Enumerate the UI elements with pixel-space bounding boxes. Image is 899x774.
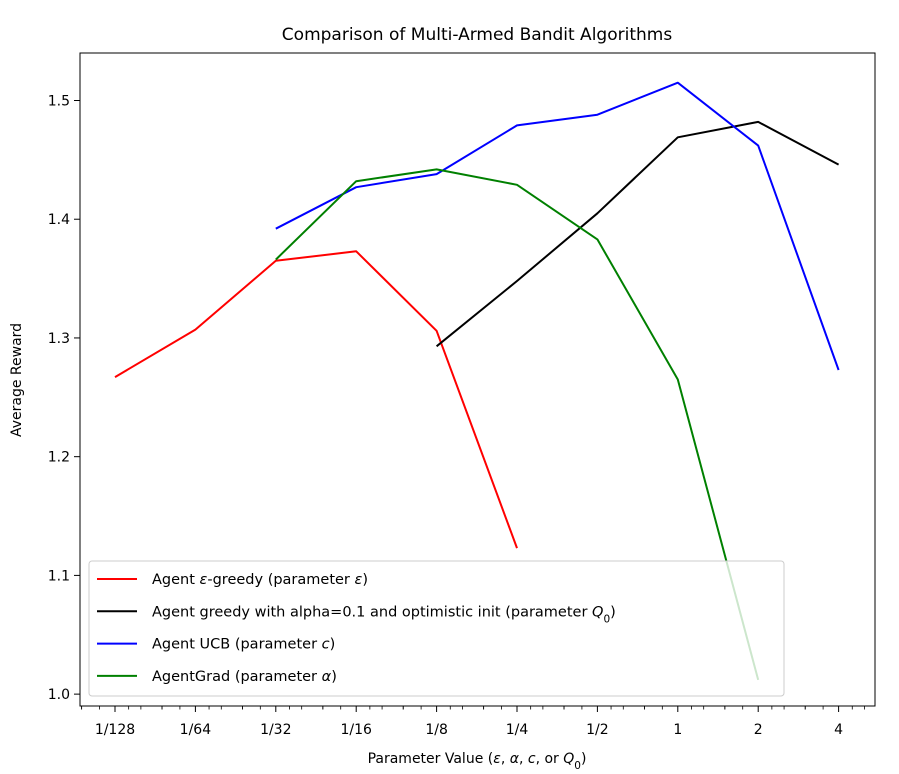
- x-tick-label: 1/32: [260, 722, 291, 738]
- chart-title: Comparison of Multi-Armed Bandit Algorit…: [282, 25, 673, 45]
- subscript: 0: [603, 613, 610, 625]
- y-tick-label: 1.0: [48, 687, 70, 703]
- text-part: Agent: [152, 572, 200, 588]
- text-part: AgentGrad (parameter: [152, 669, 322, 685]
- text-part: ε: [200, 572, 208, 588]
- text-part: ): [362, 572, 368, 588]
- x-tick-label: 1/16: [340, 722, 372, 738]
- text-part: ,: [501, 751, 510, 767]
- text-part: Q: [563, 751, 574, 767]
- text-part: c: [528, 751, 536, 767]
- x-tick-label: 1/128: [95, 722, 135, 738]
- x-axis: 1/128 1/64 1/32 1/16 1/8 1/4 1/2 1 2 4: [81, 706, 865, 738]
- x-tick-label: 1/8: [425, 722, 448, 738]
- x-tick-label: 1/64: [180, 722, 212, 738]
- y-tick-label: 1.2: [48, 450, 70, 466]
- subscript: 0: [574, 760, 581, 772]
- y-tick-label: 1.1: [48, 568, 70, 584]
- x-tick-label: 1/4: [506, 722, 529, 738]
- legend-label: Agent greedy with alpha=0.1 and optimist…: [152, 604, 616, 625]
- plot-frame: [79, 52, 876, 707]
- text-part: Q: [592, 604, 603, 620]
- text-part: , or: [536, 751, 564, 767]
- series-line-3: [275, 168, 760, 681]
- text-part: Parameter Value (: [368, 751, 494, 767]
- x-tick-label: 1/2: [586, 722, 609, 738]
- y-tick-label: 1.3: [48, 331, 70, 347]
- text-part: Agent UCB (parameter: [152, 637, 322, 653]
- text-part: ): [331, 669, 337, 685]
- legend-label: Agent ε-greedy (parameter ε): [152, 572, 368, 588]
- series-line-0: [114, 250, 518, 549]
- y-axis-label: Average Reward: [9, 323, 25, 437]
- x-tick-label: 1: [673, 722, 682, 738]
- series-line-1: [435, 120, 840, 348]
- x-tick-label: 2: [754, 722, 763, 738]
- legend: Agent ε-greedy (parameter ε) Agent greedy…: [88, 560, 785, 697]
- text-part: ε: [493, 751, 501, 767]
- text-part: c: [322, 637, 330, 653]
- text-part: ε: [355, 572, 363, 588]
- text-part: ): [581, 751, 586, 767]
- text-part: ,: [519, 751, 528, 767]
- y-axis: 1.0 1.1 1.2 1.3 1.4 1.5: [48, 93, 80, 703]
- text-part: Agent greedy with alpha=0.1 and optimist…: [152, 604, 592, 620]
- text-part: ): [610, 604, 616, 620]
- text-part: α: [322, 669, 332, 685]
- text-part: ): [330, 637, 336, 653]
- text-part: -greedy (parameter: [207, 572, 354, 588]
- legend-box: [88, 560, 785, 697]
- x-axis-label: Parameter Value (ε, α, c, or Q0): [368, 751, 587, 772]
- y-tick-label: 1.5: [48, 93, 70, 109]
- legend-label: Agent UCB (parameter c): [152, 637, 335, 653]
- x-tick-label: 4: [834, 722, 843, 738]
- text-part: α: [510, 751, 520, 767]
- y-tick-label: 1.4: [48, 212, 70, 228]
- legend-label: AgentGrad (parameter α): [152, 669, 337, 685]
- series-line-2: [275, 81, 840, 371]
- series-layer: [114, 81, 840, 681]
